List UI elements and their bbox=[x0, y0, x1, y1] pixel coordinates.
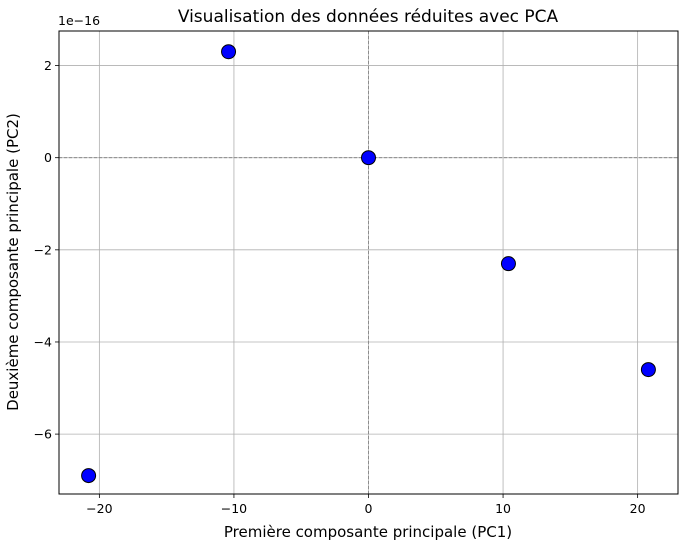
data-points bbox=[81, 44, 656, 484]
y-tick-label: −2 bbox=[34, 242, 52, 257]
chart-title: Visualisation des données réduites avec … bbox=[178, 7, 559, 27]
x-tick-label: 20 bbox=[630, 501, 646, 516]
x-tick-label: −20 bbox=[86, 501, 112, 516]
scatter-point bbox=[640, 362, 656, 378]
scatter-point bbox=[361, 150, 376, 166]
y-tick-label: −6 bbox=[34, 427, 52, 442]
scatter-point bbox=[221, 44, 237, 60]
y-axis-ticks: 2 0 −2 −4 −6 bbox=[34, 58, 59, 442]
x-tick-label: −10 bbox=[221, 501, 247, 516]
x-axis-ticks: −20 −10 0 10 20 bbox=[86, 494, 646, 516]
scatter-point bbox=[81, 468, 97, 484]
scatter-point bbox=[500, 256, 516, 272]
x-axis-label: Première composante principale (PC1) bbox=[224, 523, 512, 541]
y-tick-label: −4 bbox=[34, 334, 52, 349]
x-tick-label: 0 bbox=[365, 501, 373, 516]
y-tick-label: 0 bbox=[44, 150, 52, 165]
x-tick-label: 10 bbox=[495, 501, 511, 516]
y-offset-label: 1e−16 bbox=[58, 13, 100, 28]
y-tick-label: 2 bbox=[44, 58, 52, 73]
y-axis-label: Deuxième composante principale (PC2) bbox=[4, 113, 22, 411]
reference-lines bbox=[59, 31, 678, 494]
